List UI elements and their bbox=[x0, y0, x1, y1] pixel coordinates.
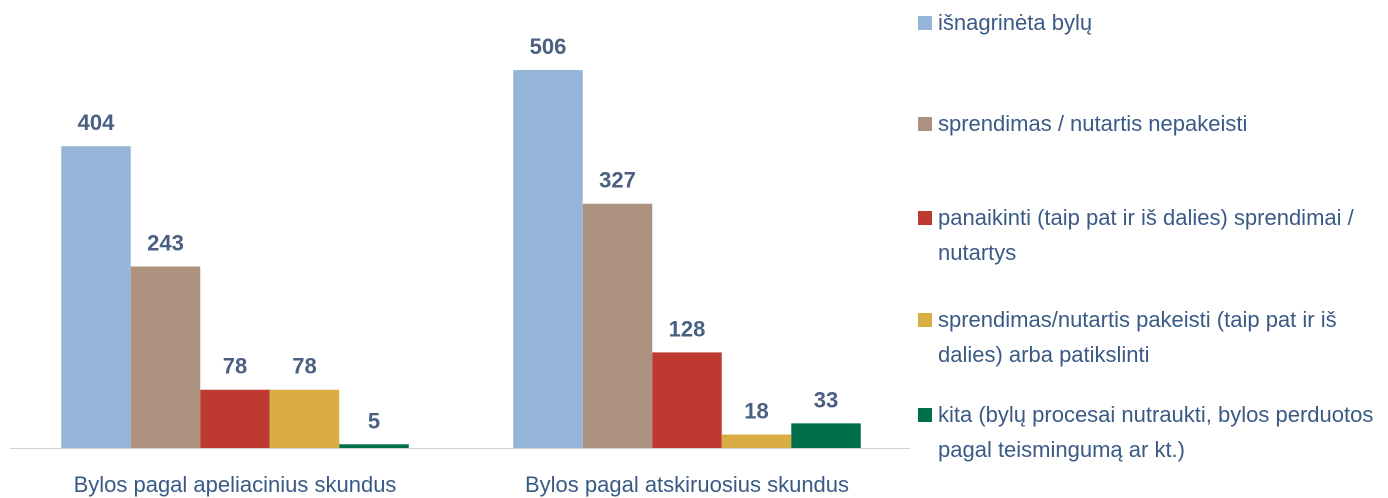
data-label: 327 bbox=[599, 168, 636, 193]
legend-label: sprendimas/nutartis pakeisti (taip pat i… bbox=[938, 307, 1337, 367]
data-label: 128 bbox=[669, 316, 706, 341]
legend-label: išnagrinėta bylų bbox=[938, 10, 1093, 35]
x-tick-label: Bylos pagal apeliacinius skundus bbox=[74, 472, 397, 497]
legend-swatch bbox=[918, 211, 932, 225]
bar bbox=[582, 203, 653, 448]
data-label: 18 bbox=[744, 399, 768, 424]
data-label: 404 bbox=[78, 110, 115, 135]
x-tick-label: Bylos pagal atskiruosius skundus bbox=[525, 472, 849, 497]
legend-swatch bbox=[918, 408, 932, 422]
data-label: 78 bbox=[292, 354, 316, 379]
bar bbox=[513, 70, 583, 448]
bar bbox=[269, 389, 340, 448]
data-label: 5 bbox=[368, 408, 380, 433]
bar bbox=[791, 423, 861, 448]
plot: Bylos pagal apeliacinius skundus 404 243 78… bbox=[10, 34, 910, 497]
legend-entry: sprendimas / nutartis nepakeisti bbox=[918, 106, 1388, 141]
bar bbox=[652, 352, 722, 448]
bar bbox=[200, 389, 270, 448]
legend-label: panaikinti (taip pat ir iš dalies) spren… bbox=[938, 205, 1354, 265]
legend-swatch bbox=[918, 313, 932, 327]
data-label: 78 bbox=[223, 354, 247, 379]
legend-label: sprendimas / nutartis nepakeisti bbox=[938, 111, 1248, 136]
legend-entry: išnagrinėta bylų bbox=[918, 5, 1388, 40]
bar bbox=[721, 434, 792, 448]
legend-entry: panaikinti (taip pat ir iš dalies) spren… bbox=[918, 200, 1388, 270]
data-label: 33 bbox=[814, 387, 838, 412]
bar bbox=[130, 266, 201, 448]
legend-swatch bbox=[918, 117, 932, 131]
legend-swatch bbox=[918, 16, 932, 30]
legend-label: kita (bylų procesai nutraukti, bylos per… bbox=[938, 402, 1374, 462]
bar bbox=[339, 444, 409, 448]
data-label: 506 bbox=[530, 34, 567, 59]
data-label: 243 bbox=[147, 230, 184, 255]
bar bbox=[61, 146, 131, 448]
legend-entry: kita (bylų procesai nutraukti, bylos per… bbox=[918, 397, 1388, 467]
legend-entry: sprendimas/nutartis pakeisti (taip pat i… bbox=[918, 302, 1388, 372]
